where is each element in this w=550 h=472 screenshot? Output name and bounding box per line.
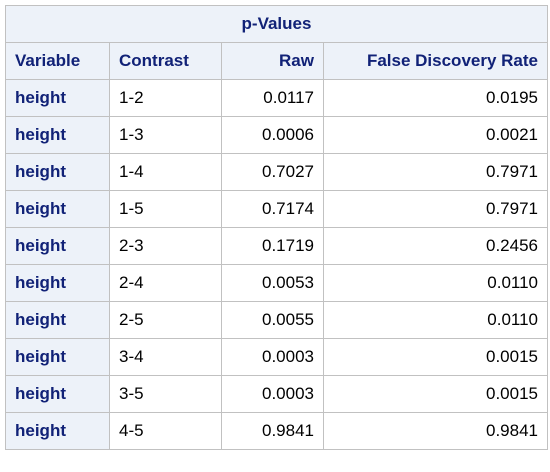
table-row: height 1-4 0.7027 0.7971 (5, 153, 548, 191)
row-fdr-pvalue-cell: 0.0021 (323, 116, 548, 154)
row-raw-pvalue-cell: 0.0006 (221, 116, 324, 154)
row-fdr-pvalue-cell: 0.0110 (323, 301, 548, 339)
p-values-table-container: p-Values Variable Contrast Raw False Dis… (5, 5, 548, 450)
row-contrast-cell: 2-4 (109, 264, 222, 302)
row-raw-pvalue-cell: 0.0053 (221, 264, 324, 302)
row-variable-cell: height (5, 412, 110, 450)
row-variable-cell: height (5, 79, 110, 117)
row-contrast-cell: 1-2 (109, 79, 222, 117)
row-raw-pvalue-cell: 0.0117 (221, 79, 324, 117)
row-contrast-cell: 1-5 (109, 190, 222, 228)
row-variable-cell: height (5, 264, 110, 302)
row-raw-pvalue-cell: 0.1719 (221, 227, 324, 265)
row-raw-pvalue-cell: 0.9841 (221, 412, 324, 450)
table-row: height 1-5 0.7174 0.7971 (5, 190, 548, 228)
row-variable-cell: height (5, 116, 110, 154)
row-contrast-cell: 3-4 (109, 338, 222, 376)
row-fdr-pvalue-cell: 0.0015 (323, 375, 548, 413)
row-variable-cell: height (5, 301, 110, 339)
table-title: p-Values (5, 5, 548, 43)
row-contrast-cell: 2-3 (109, 227, 222, 265)
table-row: height 3-4 0.0003 0.0015 (5, 338, 548, 376)
p-values-table: p-Values Variable Contrast Raw False Dis… (5, 5, 548, 450)
title-row: p-Values (5, 5, 548, 43)
row-contrast-cell: 4-5 (109, 412, 222, 450)
row-fdr-pvalue-cell: 0.0195 (323, 79, 548, 117)
column-header-raw: Raw (221, 42, 324, 80)
table-body: height 1-2 0.0117 0.0195 height 1-3 0.0006 0.00… (5, 79, 548, 450)
table-row: height 2-4 0.0053 0.0110 (5, 264, 548, 302)
row-variable-cell: height (5, 375, 110, 413)
row-raw-pvalue-cell: 0.0003 (221, 375, 324, 413)
row-contrast-cell: 1-3 (109, 116, 222, 154)
table-row: height 1-3 0.0006 0.0021 (5, 116, 548, 154)
column-header-variable: Variable (5, 42, 110, 80)
row-variable-cell: height (5, 338, 110, 376)
column-header-fdr: False Discovery Rate (323, 42, 548, 80)
table-row: height 2-5 0.0055 0.0110 (5, 301, 548, 339)
table-row: height 2-3 0.1719 0.2456 (5, 227, 548, 265)
row-fdr-pvalue-cell: 0.9841 (323, 412, 548, 450)
row-variable-cell: height (5, 153, 110, 191)
row-variable-cell: height (5, 190, 110, 228)
row-variable-cell: height (5, 227, 110, 265)
row-raw-pvalue-cell: 0.7174 (221, 190, 324, 228)
row-contrast-cell: 3-5 (109, 375, 222, 413)
row-fdr-pvalue-cell: 0.0110 (323, 264, 548, 302)
table-head: p-Values Variable Contrast Raw False Dis… (5, 5, 548, 80)
column-header-contrast: Contrast (109, 42, 222, 80)
row-raw-pvalue-cell: 0.0003 (221, 338, 324, 376)
row-contrast-cell: 2-5 (109, 301, 222, 339)
row-raw-pvalue-cell: 0.7027 (221, 153, 324, 191)
row-contrast-cell: 1-4 (109, 153, 222, 191)
row-fdr-pvalue-cell: 0.7971 (323, 153, 548, 191)
row-fdr-pvalue-cell: 0.7971 (323, 190, 548, 228)
row-fdr-pvalue-cell: 0.0015 (323, 338, 548, 376)
column-header-row: Variable Contrast Raw False Discovery Ra… (5, 42, 548, 80)
row-fdr-pvalue-cell: 0.2456 (323, 227, 548, 265)
table-row: height 3-5 0.0003 0.0015 (5, 375, 548, 413)
table-row: height 4-5 0.9841 0.9841 (5, 412, 548, 450)
row-raw-pvalue-cell: 0.0055 (221, 301, 324, 339)
table-row: height 1-2 0.0117 0.0195 (5, 79, 548, 117)
